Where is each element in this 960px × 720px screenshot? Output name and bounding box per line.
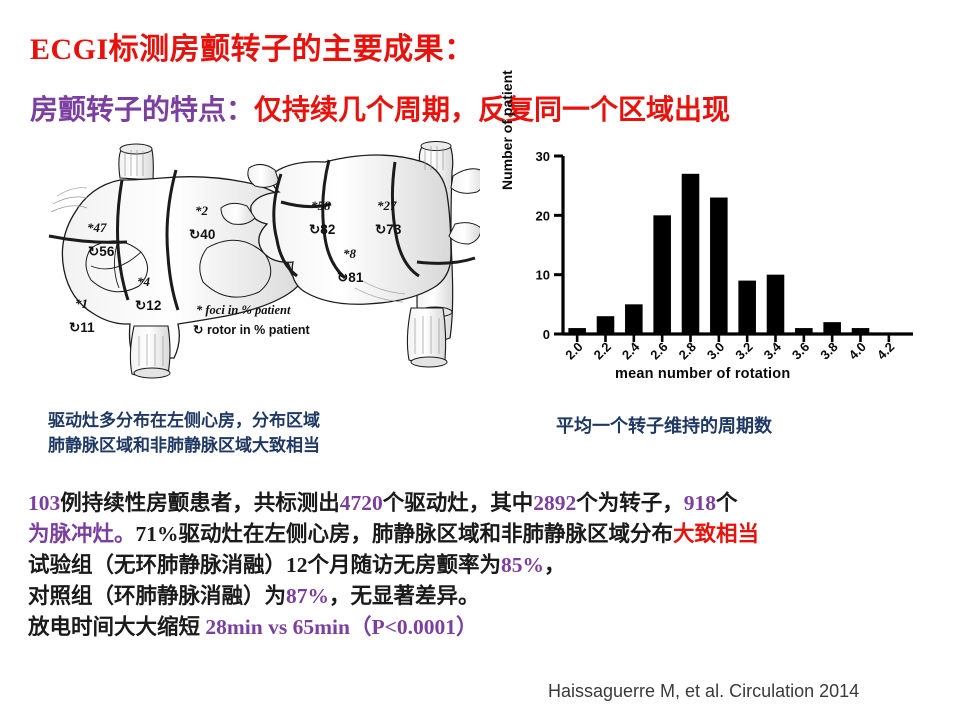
text-run: 4720: [339, 491, 383, 515]
chart-x-axis-label: mean number of rotation: [615, 366, 791, 382]
chart-geometry: 0 10 20 30 2.0 2.2 2.4 2.6 2.8 3.0 3.2 3.4 3.6 3.8 4.0…: [536, 149, 913, 363]
chart-y-tick-label: 0: [543, 327, 550, 342]
chart-bar: [766, 274, 785, 334]
chart-x-tick-label: 3.2: [732, 339, 755, 362]
back-region1-rotor: ↻82: [309, 222, 335, 237]
front-region2-foci: *2: [195, 203, 209, 218]
text-run: 为脉冲灶。: [28, 522, 136, 546]
legend-foci: * foci in % patient: [196, 303, 291, 317]
chart-bar: [568, 328, 586, 334]
text-run: 2892: [533, 491, 577, 515]
left-figure-caption-line2: 肺静脉区域和非肺静脉区域大致相当: [48, 436, 320, 455]
subtitle-part-1: 房颤转子的特点：: [30, 95, 255, 126]
body-line-2: 为脉冲灶。71%驱动灶在左侧心房，肺静脉区域和非肺静脉区域分布大致相当: [28, 519, 940, 550]
chart-svg: 0 10 20 30 2.0 2.2 2.4 2.6 2.8 3.0 3.2 3.4 3.6 3.8 4.0…: [536, 149, 913, 363]
front-region2-rotor: ↻40: [189, 227, 215, 242]
chart-x-tick-label: 4.0: [846, 339, 869, 362]
body-paragraph: 103例持续性房颤患者，共标测出4720个驱动灶，其中2892个为转子，918个…: [28, 488, 940, 643]
front-region3-foci: *4: [137, 274, 151, 289]
text-run: 试验组（无环肺静脉消融）12个月随访无房颤率为: [28, 553, 502, 577]
text-run: ，: [544, 553, 566, 577]
front-region1-foci: *47: [87, 220, 107, 235]
page-title: ECGI标测房颤转子的主要成果：: [30, 33, 475, 66]
text-run: 大致相当: [673, 522, 760, 546]
front-region4-rotor: ↻11: [69, 320, 95, 335]
legend-rotor: ↻ rotor in % patient: [193, 323, 310, 337]
chart-bar: [710, 197, 728, 334]
rotation-histogram-chart: Number of patient mean number of rotatio…: [499, 70, 935, 390]
text-run: 例持续性房颤患者，共标测出: [60, 491, 340, 515]
text-run: 918: [683, 491, 717, 515]
back-region3-foci: *8: [343, 246, 357, 261]
chart-y-tick-label: 30: [536, 149, 550, 164]
text-run: 个: [716, 491, 738, 515]
chart-bar: [795, 328, 813, 334]
text-run: 对照组（环肺静脉消融）为: [28, 584, 287, 608]
chart-bar: [823, 322, 841, 334]
front-region3-rotor: ↻12: [135, 298, 161, 313]
chart-x-tick-label: 3.4: [761, 339, 785, 363]
heart-posterior-view: [220, 141, 480, 368]
text-run: 个为转子，: [576, 491, 684, 515]
text-run: ，无显著差异。: [329, 584, 480, 608]
chart-x-tick-label: 2.2: [591, 339, 614, 362]
atrial-anatomy-figure: *47 ↻56 *2 ↻40 *4 ↻12 *1 ↻11: [25, 140, 480, 390]
body-line-1: 103例持续性房颤患者，共标测出4720个驱动灶，其中2892个为转子，918个: [28, 488, 940, 519]
text-run: 87%: [286, 584, 330, 608]
left-figure-caption: 驱动灶多分布在左侧心房，分布区域 肺静脉区域和非肺静脉区域大致相当: [48, 408, 320, 458]
front-region1-rotor: ↻56: [88, 244, 115, 259]
text-run: 放电时间大大缩短: [28, 615, 206, 639]
back-region1-foci: *58: [311, 198, 331, 213]
citation: Haissaguerre M, et al. Circulation 2014: [548, 681, 860, 701]
text-run: 85%: [501, 553, 545, 577]
text-run: 71%: [135, 522, 179, 546]
chart-bar: [851, 328, 870, 334]
subtitle-part-2: 仅持续几个周期，反复同一个区域出现: [254, 95, 731, 126]
back-region3-rotor: ↻81: [337, 270, 364, 285]
chart-bar: [653, 215, 671, 334]
body-line-5: 放电时间大大缩短 28min vs 65min（P<0.0001）: [28, 612, 940, 643]
back-region2-foci: *27: [377, 198, 397, 213]
chart-y-tick-label: 20: [536, 208, 550, 223]
chart-x-tick-label: 4.2: [874, 339, 897, 362]
chart-x-tick-label: 2.6: [647, 339, 670, 362]
front-region4-foci: *1: [75, 296, 88, 311]
body-line-3: 试验组（无环肺静脉消融）12个月随访无房颤率为85%，: [28, 550, 940, 581]
subtitle: 房颤转子的特点：仅持续几个周期，反复同一个区域出现: [30, 88, 730, 128]
chart-x-tick-label: 2.0: [562, 339, 585, 362]
chart-bar: [596, 316, 615, 334]
text-run: 驱动灶在左侧心房，肺静脉区域和非肺静脉区域分布: [178, 522, 674, 546]
chart-x-tick-label: 2.4: [619, 339, 643, 363]
chart-x-tick-label: 3.6: [789, 339, 812, 362]
body-line-4: 对照组（环肺静脉消融）为87%，无显著差异。: [28, 581, 940, 612]
chart-x-tick-label: 2.8: [676, 339, 699, 362]
text-run: 28min vs 65min（P<0.0001）: [205, 615, 478, 639]
heart-diagram-svg: *47 ↻56 *2 ↻40 *4 ↻12 *1 ↻11: [48, 141, 480, 379]
chart-bar: [738, 280, 756, 334]
text-run: 个驱动灶，其中: [382, 491, 534, 515]
text-run: 103: [28, 491, 61, 515]
chart-x-tick-label: 3.0: [704, 339, 727, 362]
right-figure-caption: 平均一个转子维持的周期数: [556, 416, 772, 436]
back-region2-rotor: ↻73: [375, 222, 402, 237]
chart-bar: [625, 304, 643, 334]
chart-y-tick-label: 10: [536, 268, 550, 283]
left-figure-caption-line1: 驱动灶多分布在左侧心房，分布区域: [48, 411, 320, 430]
chart-x-tick-label: 3.8: [817, 339, 840, 362]
chart-bar: [681, 173, 700, 334]
